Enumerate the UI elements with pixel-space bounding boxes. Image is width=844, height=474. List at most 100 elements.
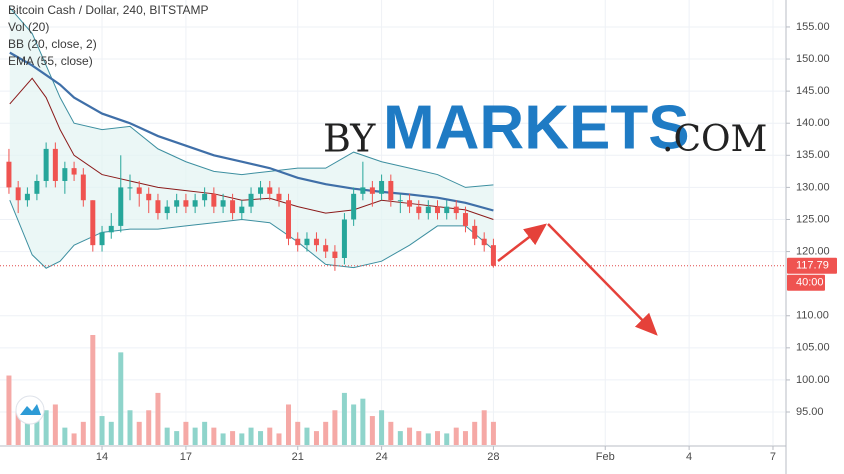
- volume-bar: [24, 421, 30, 445]
- volume-bar: [108, 421, 114, 445]
- volume-bar: [304, 427, 310, 445]
- candle-body: [99, 232, 105, 246]
- candle-body: [416, 206, 422, 214]
- volume-bar: [351, 404, 357, 445]
- candle-body: [174, 200, 180, 207]
- candle-body: [108, 225, 114, 233]
- indicator-line: [9, 7, 494, 188]
- logo-icon: [20, 404, 41, 415]
- volume-bar: [71, 433, 77, 445]
- watermark-markets: MARKETS: [383, 93, 690, 162]
- candle-body: [313, 238, 319, 246]
- volume-bar: [407, 427, 413, 445]
- x-tick-label: Feb: [596, 451, 615, 463]
- candle-body: [490, 245, 496, 266]
- candle-body: [397, 200, 403, 202]
- y-tick-label: 145.00: [796, 85, 830, 97]
- y-tick-label: 155.00: [796, 21, 830, 33]
- indicator-line: [9, 77, 494, 220]
- candle-body: [118, 187, 124, 226]
- volume-bar: [425, 433, 431, 445]
- legend-indicator: BB (20, close, 2): [8, 37, 97, 51]
- candle-body: [379, 180, 385, 194]
- candle-body: [62, 168, 68, 181]
- candle-body: [164, 206, 170, 214]
- x-tick-label: 7: [770, 451, 776, 463]
- volume-bar: [379, 410, 385, 445]
- volume-bar: [481, 410, 487, 445]
- candle-body: [220, 200, 226, 207]
- volume-bar: [118, 352, 124, 445]
- volume-bar: [276, 433, 282, 445]
- volume-bar: [99, 416, 105, 445]
- arrow-down: [547, 223, 658, 336]
- x-tick-label: 24: [375, 451, 387, 463]
- volume-bar: [211, 427, 217, 445]
- volume-bar: [341, 392, 347, 445]
- volume-bar: [183, 421, 189, 445]
- volume-bar: [397, 431, 403, 445]
- volume-bar: [462, 431, 468, 445]
- candle-body: [286, 200, 292, 239]
- volume-bar: [164, 427, 170, 445]
- candle-body: [71, 168, 77, 175]
- candle-body: [472, 225, 478, 239]
- watermark-com: .COM: [662, 119, 767, 160]
- y-tick-label: 110.00: [796, 310, 829, 322]
- last-price-box: [787, 257, 837, 274]
- candle-body: [6, 161, 12, 188]
- candle-body: [444, 206, 450, 214]
- y-tick-label: 150.00: [796, 53, 830, 65]
- volume-bar: [90, 335, 96, 445]
- y-tick-label: 130.00: [796, 181, 830, 193]
- candle-body: [304, 238, 310, 246]
- candle-body: [34, 180, 40, 194]
- volume-bar: [435, 431, 441, 445]
- volume-bar: [192, 427, 198, 445]
- candle-body: [155, 200, 161, 214]
- candle-body: [435, 206, 441, 214]
- volume-bar: [34, 416, 40, 445]
- forecast-arrows: [497, 223, 658, 336]
- y-tick-label: 125.00: [796, 213, 830, 225]
- watermark-by: BY: [323, 117, 376, 161]
- indicator-line: [9, 200, 494, 269]
- candle-body: [407, 200, 413, 207]
- y-tick-label: 120.00: [796, 245, 830, 257]
- x-tick-label: 28: [487, 451, 499, 463]
- volume-bar: [313, 431, 319, 445]
- volume-bar: [286, 404, 292, 445]
- volume-bar: [202, 421, 208, 445]
- indicator-line: [9, 51, 494, 212]
- candle-body: [258, 187, 264, 194]
- volume-bar: [453, 427, 459, 445]
- y-tick-label: 100.00: [796, 374, 830, 386]
- volume-bar: [6, 375, 12, 445]
- volume-bar: [136, 421, 142, 445]
- volume-bar: [267, 427, 273, 445]
- legend-indicator: Vol (20): [8, 20, 49, 34]
- volume-bar: [220, 433, 226, 445]
- legend-title: Bitcoin Cash / Dollar, 240, BITSTAMP: [8, 3, 209, 17]
- volume-bar: [472, 421, 478, 445]
- legend-indicator: EMA (55, close): [8, 54, 93, 68]
- volume-bar: [248, 427, 254, 445]
- candle-body: [90, 200, 96, 246]
- candle-body: [248, 193, 254, 207]
- volume-bar: [127, 410, 133, 445]
- candle-body: [146, 193, 152, 201]
- y-tick-label: 105.00: [796, 342, 830, 354]
- volume-bar: [388, 421, 394, 445]
- candle-body: [267, 187, 273, 194]
- y-tick-label: 135.00: [796, 149, 830, 161]
- countdown-box: [787, 274, 825, 291]
- candle-body: [43, 148, 49, 181]
- arrow-up: [497, 223, 547, 262]
- volume-bar: [239, 433, 245, 445]
- candle-body: [80, 174, 86, 201]
- candle-body: [323, 245, 329, 252]
- candle-body: [211, 193, 217, 207]
- y-tick-label: 95.00: [796, 406, 824, 418]
- candle-body: [295, 238, 301, 246]
